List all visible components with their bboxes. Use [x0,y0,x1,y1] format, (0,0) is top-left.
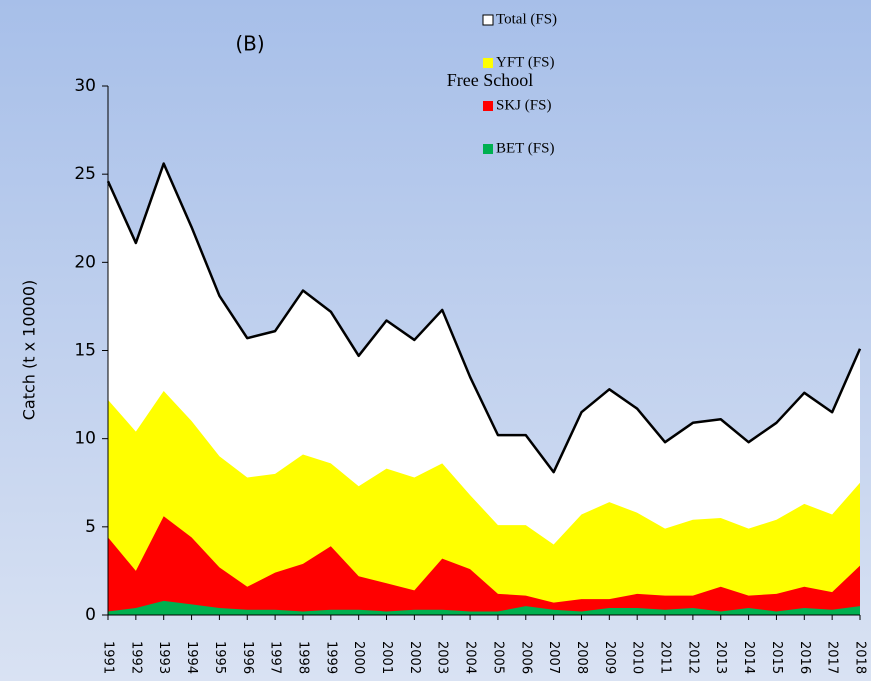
y-tick-label: 30 [74,76,96,96]
x-tick-label: 1996 [240,641,255,674]
y-tick-label: 5 [85,517,96,537]
y-tick-label: 15 [74,341,96,361]
x-tick-label: 1997 [268,641,283,674]
chart-title: Free School [447,70,533,90]
y-tick-label: 25 [74,164,96,184]
area [108,516,860,615]
x-tick-label: 2015 [769,641,784,674]
x-tick-label: 1998 [295,641,310,674]
area-outline [106,162,862,474]
y-tick-label: 0 [85,605,96,625]
x-tick-label: 2012 [685,641,700,674]
annotation: (B) [235,32,264,56]
legend-label: SKJ (FS) [496,97,551,113]
x-tick-label: 2014 [741,641,756,674]
area [108,600,860,615]
x-tick-label: 2013 [713,641,728,674]
x-tick-label: 2016 [797,641,812,674]
x-tick-label: 2000 [351,641,366,674]
x-tick-label: 1993 [156,641,171,674]
legend-label: BET (FS) [496,140,554,156]
x-tick-label: 2005 [490,641,505,674]
x-tick-label: 2006 [518,641,533,674]
x-tick-label: 2011 [658,641,673,674]
y-tick-label: 10 [74,429,96,449]
x-tick-label: 2009 [602,641,617,674]
y-tick-label: 20 [74,252,96,272]
x-tick-label: 1991 [101,641,116,674]
x-tick-label: 2018 [853,641,868,674]
x-tick-label: 1999 [323,641,338,674]
y-axis-label: Catch (t x 10000) [20,280,39,421]
x-tick-label: 2002 [407,641,422,674]
plot-area [106,162,862,615]
x-tick-label: 1995 [212,641,227,674]
legend-swatch [483,101,493,111]
x-tick-label: 2017 [825,641,840,674]
legend-label: YFT (FS) [496,54,555,70]
x-tick-label: 2007 [546,641,561,674]
x-tick-label: 2003 [435,641,450,674]
x-tick-label: 1994 [184,641,199,674]
area [108,391,860,615]
legend-label: Total (FS) [496,11,557,27]
x-tick-label: 2008 [574,641,589,674]
x-tick-label: 2010 [630,641,645,674]
x-tick-label: 2001 [379,641,394,674]
x-tick-label: 1992 [128,641,143,674]
legend-swatch [483,58,493,68]
x-tick-label: 2004 [463,641,478,674]
legend-swatch [482,14,494,26]
legend-swatch [483,144,493,154]
